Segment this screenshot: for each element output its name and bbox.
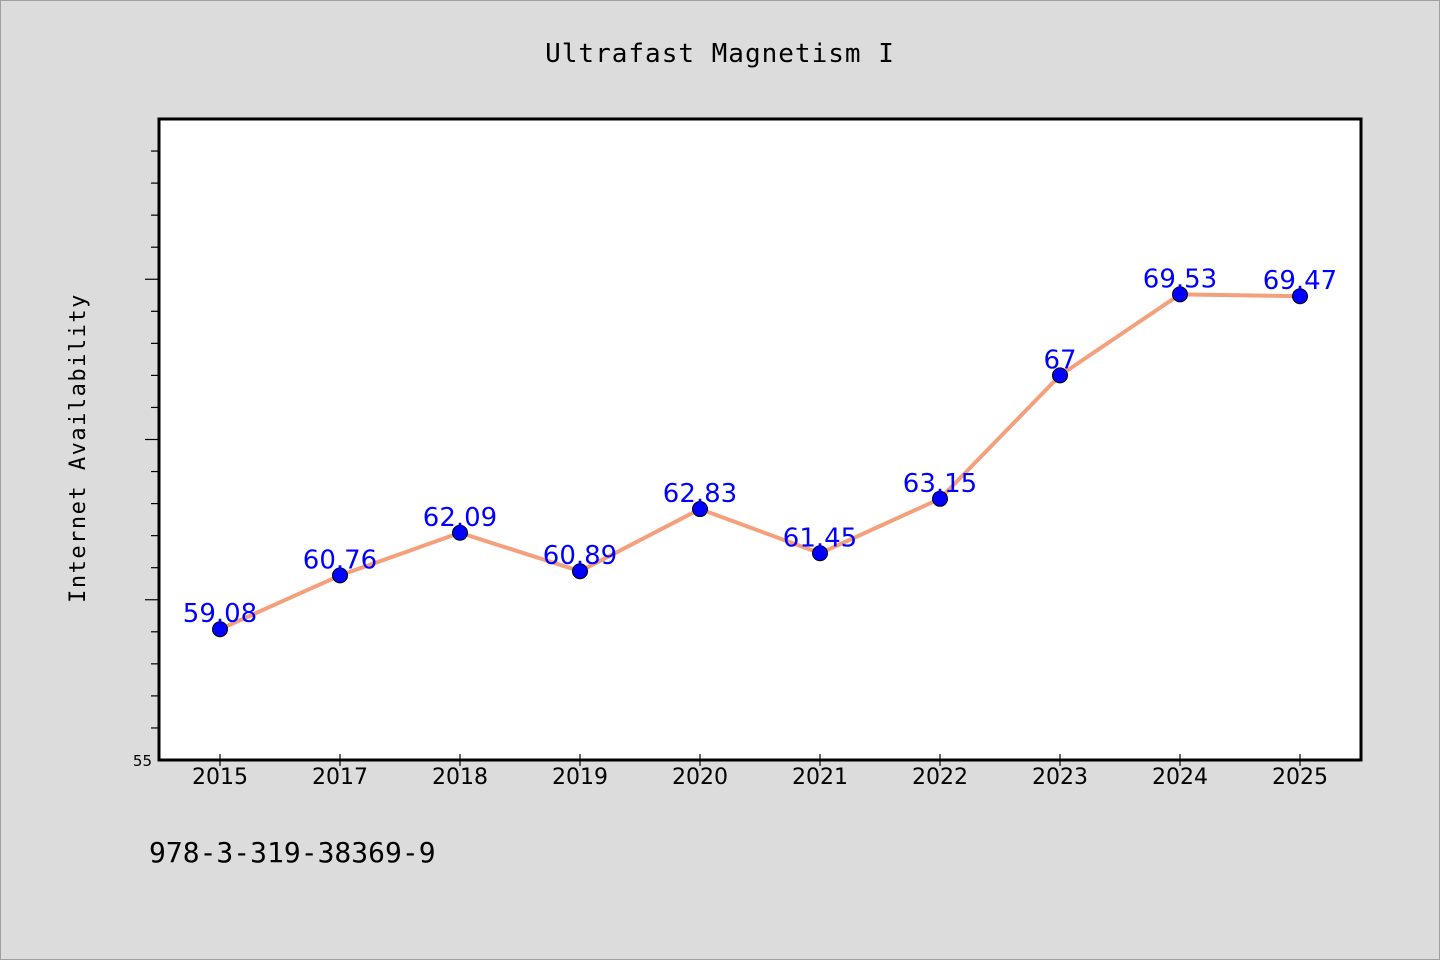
chart-title: Ultrafast Magnetism I bbox=[545, 39, 895, 69]
data-labels-group: 59.08 60.76 62.09 60.89 62.83 61.45 63.15 67 69.… bbox=[183, 264, 1337, 629]
y-tick-label: 55 bbox=[133, 752, 152, 770]
data-label: 61.45 bbox=[783, 523, 857, 553]
data-point bbox=[212, 621, 228, 638]
x-tick-label: 2021 bbox=[792, 765, 848, 790]
x-tick-label: 2022 bbox=[912, 765, 968, 790]
x-tick-label: 2017 bbox=[312, 765, 368, 790]
x-tick-label: 2018 bbox=[432, 765, 488, 790]
x-tick-label: 2023 bbox=[1032, 765, 1088, 790]
data-point bbox=[452, 524, 468, 541]
data-point bbox=[1172, 286, 1188, 303]
data-label: 62.09 bbox=[423, 503, 497, 533]
y-axis-ticks bbox=[145, 150, 159, 729]
data-label: 67 bbox=[1043, 345, 1076, 375]
data-point bbox=[932, 490, 948, 507]
data-point bbox=[1052, 367, 1068, 384]
data-label: 60.76 bbox=[303, 545, 377, 575]
x-tick-label: 2020 bbox=[672, 765, 728, 790]
data-point bbox=[812, 545, 828, 562]
data-point bbox=[1292, 288, 1308, 305]
data-point bbox=[332, 567, 348, 584]
x-tick-label: 2019 bbox=[552, 765, 608, 790]
data-label: 69.47 bbox=[1263, 266, 1337, 296]
x-tick-label: 2025 bbox=[1272, 765, 1328, 790]
x-tick-label: 2024 bbox=[1152, 765, 1208, 790]
plot-area bbox=[157, 117, 1363, 762]
x-tick-label: 2015 bbox=[192, 765, 248, 790]
data-label: 69.53 bbox=[1143, 264, 1217, 294]
data-label: 59.08 bbox=[183, 599, 257, 629]
data-point bbox=[572, 563, 588, 580]
data-label: 62.83 bbox=[663, 479, 737, 509]
data-label: 63.15 bbox=[903, 469, 977, 499]
y-axis-label: Internet Availability bbox=[66, 293, 91, 603]
data-label: 60.89 bbox=[543, 541, 617, 571]
series-group bbox=[212, 286, 1308, 638]
footer-code: 978-3-319-38369-9 bbox=[149, 836, 436, 869]
x-axis-ticks: 2015 2017 2018 2019 2020 2021 2022 2023 2024 2025 bbox=[192, 754, 1328, 790]
series-line bbox=[218, 292, 1302, 632]
data-point bbox=[692, 501, 708, 518]
